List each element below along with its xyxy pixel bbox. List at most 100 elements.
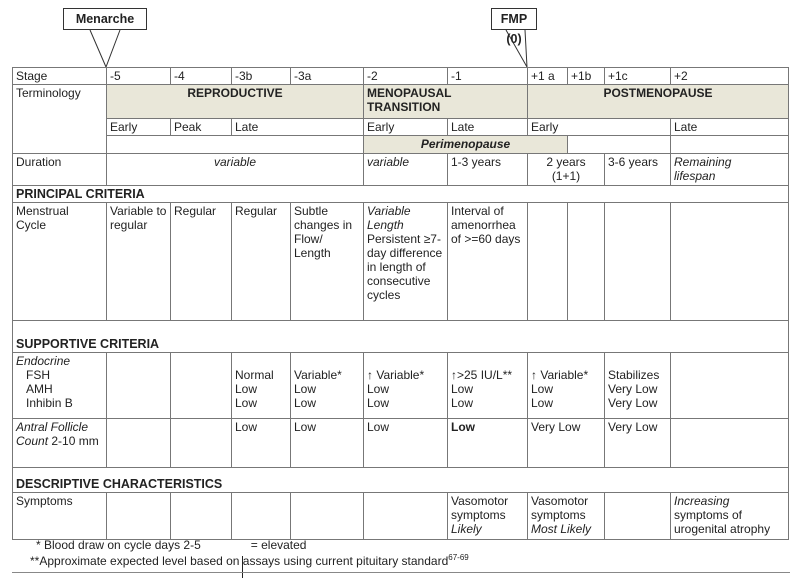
stage-cell: +1c [604, 67, 671, 85]
subphase: Early [363, 118, 448, 136]
afc-row: Antral Follicle Count 2-10 mm Low Low Lo… [12, 418, 789, 468]
fsh-value: >25 IU/L** [457, 368, 513, 382]
duration-line: 2 years [546, 155, 586, 169]
stage-label: Stage [12, 67, 107, 85]
menarche-callout: Menarche [63, 8, 147, 30]
afc-cell: Low [290, 418, 364, 468]
italic-text: Increasing [674, 494, 730, 508]
duration-cell: 1-3 years [447, 153, 528, 186]
criteria-text: Persistent ≥7- day difference in length … [367, 232, 443, 302]
label-line: Inhibin B [26, 396, 73, 410]
subphase: Late [447, 118, 528, 136]
symptoms-label: Symptoms [12, 492, 107, 540]
subphase: Late [670, 118, 789, 136]
endocrine-cell: ↑ Variable* Low Low [363, 352, 448, 419]
empty-cell [567, 135, 671, 154]
symptoms-cell: Vasomotor symptoms Most Likely [527, 492, 605, 540]
empty-cell [567, 202, 605, 321]
symptoms-row: Symptoms Vasomotor symptoms Likely Vasom… [12, 492, 789, 540]
empty-cell [670, 135, 789, 154]
straw-staging-table: Stage -5 -4 -3b -3a -2 -1 +1 a +1b +1c +… [12, 67, 789, 540]
subphase: Early [527, 118, 671, 136]
criteria-cell: Regular [231, 202, 291, 321]
inhibin-value: Low [235, 396, 258, 410]
stage-cell: +2 [670, 67, 789, 85]
inhibin-value: Low [294, 396, 317, 410]
duration-line: lifespan [674, 169, 716, 183]
criteria-cell: Variable to regular [106, 202, 171, 321]
transition-line: TRANSITION [367, 100, 441, 114]
label-line: Cycle [16, 218, 47, 232]
empty-cell [604, 202, 671, 321]
footnote-text: **Approximate expected level based on as… [30, 554, 449, 568]
symptoms-cell: Vasomotor symptoms Likely [447, 492, 528, 540]
descriptive-characteristics-header: DESCRIPTIVE CHARACTERISTICS [12, 467, 789, 493]
supportive-header-row: SUPPORTIVE CRITERIA [12, 320, 789, 353]
duration-cell: 3-6 years [604, 153, 671, 186]
stage-cell: -3a [290, 67, 364, 85]
duration-cell: variable [106, 153, 364, 186]
empty-cell [106, 135, 364, 154]
empty-cell [170, 492, 232, 540]
endocrine-label: Endocrine FSH AMH Inhibin B [12, 352, 107, 419]
empty-cell [670, 202, 789, 321]
inhibin-value: Low [531, 396, 554, 410]
empty-cell [363, 492, 448, 540]
endocrine-cell: Variable* Low Low [290, 352, 364, 419]
symptom-text: symptoms of urogenital atrophy [674, 508, 771, 536]
symptom-text: Vasomotor symptoms [451, 494, 509, 522]
up-arrow-icon: ↑ [531, 368, 537, 382]
stage-cell: -5 [106, 67, 171, 85]
empty-cell [106, 418, 171, 468]
footnote-text: * Blood draw on cycle days 2-5 [36, 538, 201, 552]
endocrine-cell: Stabilizes Very Low Very Low [604, 352, 671, 419]
subphase: Late [231, 118, 364, 136]
italic-text: Antral Follicle [16, 420, 89, 434]
descriptive-header-row: DESCRIPTIVE CHARACTERISTICS [12, 467, 789, 493]
duration-cell: variable [363, 153, 448, 186]
amh-value: Low [531, 382, 554, 396]
menstrual-cycle-row: Menstrual Cycle Variable to regular Regul… [12, 202, 789, 321]
fsh-value: Variable* [294, 368, 342, 382]
reproductive-phase: REPRODUCTIVE [106, 84, 364, 119]
up-arrow-icon: ↑ [367, 368, 373, 382]
empty-cell [290, 492, 364, 540]
footnote-text: = elevated [250, 538, 307, 552]
stage-row: Stage -5 -4 -3b -3a -2 -1 +1 a +1b +1c +… [12, 67, 789, 85]
afc-cell: Low [231, 418, 291, 468]
empty-cell [527, 202, 568, 321]
afc-cell: Low [363, 418, 448, 468]
empty-cell [106, 492, 171, 540]
amh-value: Low [451, 382, 474, 396]
perimenopause-band: Perimenopause [363, 135, 568, 154]
amh-value: Very Low [608, 382, 658, 396]
italic-text: Most Likely [531, 522, 592, 536]
inhibin-value: Low [367, 396, 390, 410]
principal-header-row: PRINCIPAL CRITERIA [12, 185, 789, 203]
label-text: 2-10 mm [48, 434, 99, 448]
fsh-value: Normal [235, 368, 274, 382]
terminology-row: Terminology REPRODUCTIVE MENOPAUSAL TRANS… [12, 84, 789, 154]
empty-cell [670, 352, 789, 419]
inhibin-value: Low [451, 396, 474, 410]
menopausal-transition-phase: MENOPAUSAL TRANSITION [363, 84, 528, 119]
symptom-text: Vasomotor symptoms [531, 494, 589, 522]
empty-cell [670, 418, 789, 468]
afc-cell: Low [447, 418, 528, 468]
amh-value: Low [294, 382, 317, 396]
transition-line: MENOPAUSAL [367, 86, 452, 100]
criteria-cell: Subtle changes in Flow/ Length [290, 202, 364, 321]
up-arrow-icon: ↑ [451, 368, 457, 382]
perimenopause-row: Perimenopause [13, 135, 789, 154]
fsh-value: Variable* [376, 368, 425, 382]
criteria-cell: Variable Length Persistent ≥7- day diffe… [363, 202, 448, 321]
amh-value: Low [235, 382, 258, 396]
criteria-cell: Interval of amenorrhea of >=60 days [447, 202, 528, 321]
label-line: Menstrual [16, 204, 69, 218]
stage-cell: -4 [170, 67, 232, 85]
label-line: FSH [26, 368, 50, 382]
label-line: Endocrine [16, 354, 71, 368]
terminology-label: Terminology [12, 84, 107, 154]
italic-text: Likely [451, 522, 482, 536]
endocrine-row: Endocrine FSH AMH Inhibin B Normal Low Low Va… [12, 352, 789, 419]
